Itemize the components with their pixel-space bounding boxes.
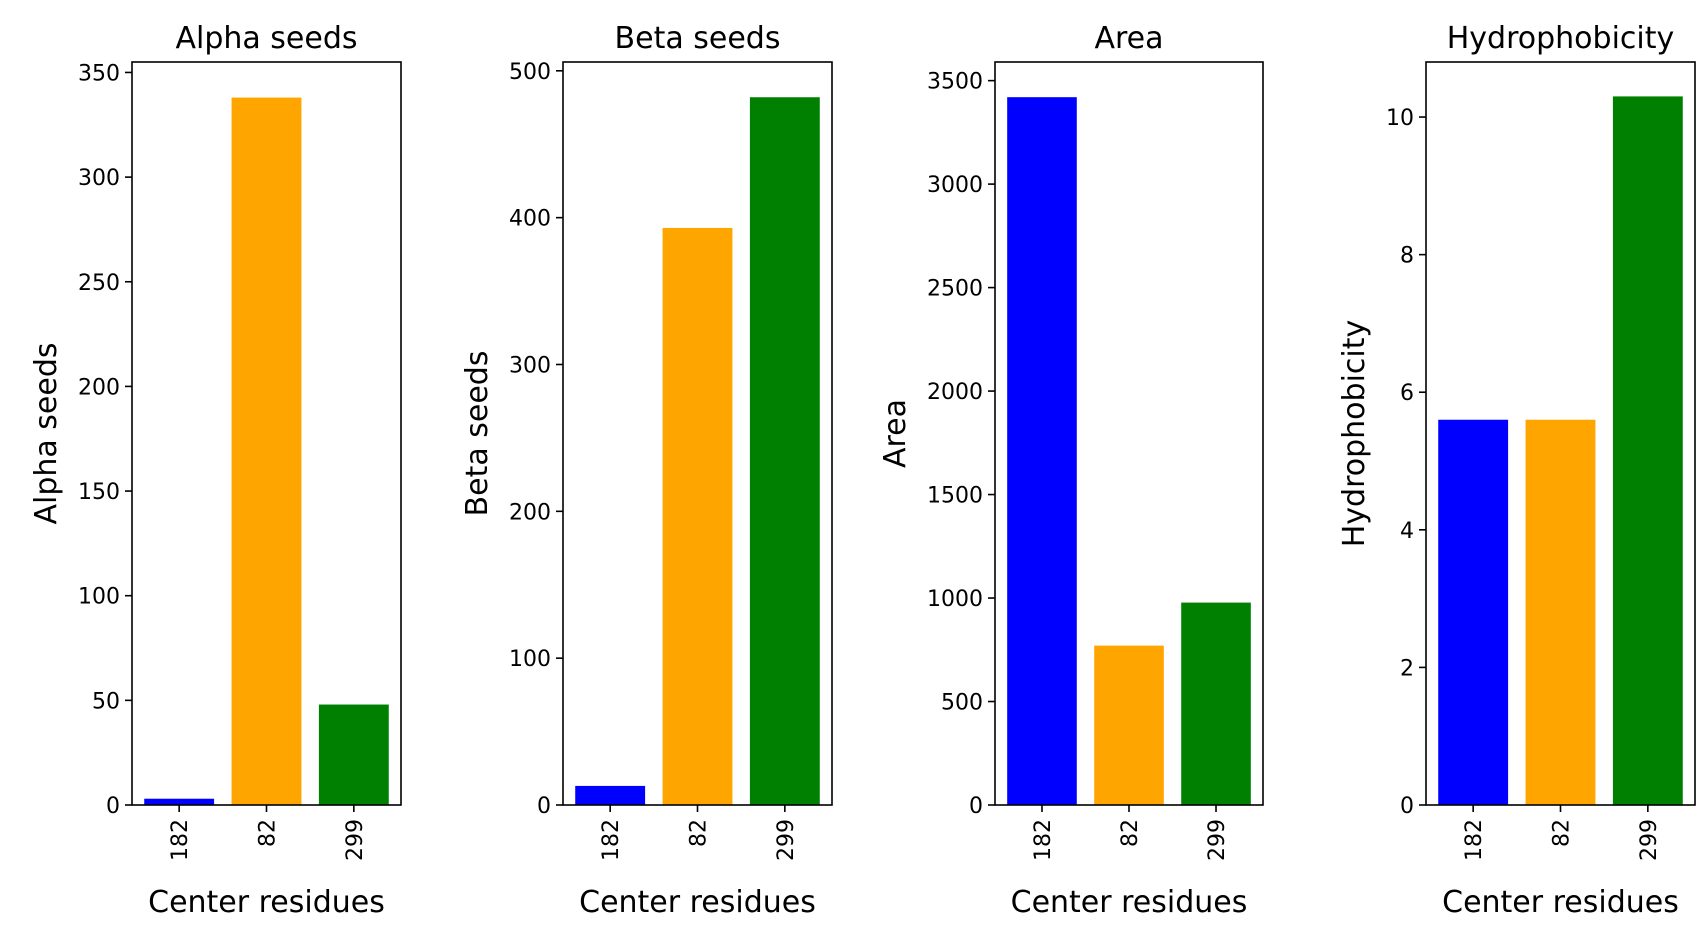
bar-182 bbox=[575, 785, 646, 805]
bar-82 bbox=[1525, 419, 1596, 805]
y-tick-label: 300 bbox=[78, 166, 120, 191]
bar-182 bbox=[144, 798, 215, 805]
y-tick-label: 4 bbox=[1400, 519, 1414, 544]
y-tick-label: 10 bbox=[1386, 106, 1414, 131]
y-tick-label: 400 bbox=[509, 207, 551, 232]
y-axis-label: Beta seeds bbox=[460, 351, 495, 517]
y-tick-label: 50 bbox=[92, 689, 120, 714]
y-tick-label: 100 bbox=[509, 647, 551, 672]
chart-title: Hydrophobicity bbox=[1447, 21, 1675, 56]
subplot-beta-seeds: 0 100 200 300 400 500 182 82 299 Beta seeds Center… bbox=[460, 21, 833, 920]
bar-82 bbox=[662, 227, 733, 805]
y-tick-label: 300 bbox=[509, 353, 551, 378]
x-tick-label: 182 bbox=[599, 819, 624, 861]
y-tick-label: 8 bbox=[1400, 244, 1414, 269]
y-axis-label: Alpha seeds bbox=[29, 342, 64, 524]
subplot-hydrophobicity: 0 2 4 6 8 10 182 82 299 Hydrophobicity Center resi… bbox=[1337, 21, 1696, 920]
y-axis-label: Hydrophobicity bbox=[1337, 320, 1372, 548]
chart-title: Area bbox=[1094, 21, 1163, 56]
y-tick-label: 250 bbox=[78, 271, 120, 296]
x-axis-label: Center residues bbox=[1442, 885, 1679, 920]
y-tick-label: 1000 bbox=[927, 587, 983, 612]
subplot-alpha-seeds: 0 50 100 150 200 250 300 350 182 82 299 Alpha seeds… bbox=[29, 21, 402, 920]
x-tick-label: 182 bbox=[168, 819, 193, 861]
y-tick-label: 0 bbox=[537, 794, 551, 819]
y-tick-label: 0 bbox=[106, 794, 120, 819]
chart-title: Beta seeds bbox=[615, 21, 781, 56]
subplot-area: 0 500 1000 1500 2000 2500 3000 3500 182 82 299 Area… bbox=[878, 21, 1264, 920]
y-tick-label: 2 bbox=[1400, 656, 1414, 681]
y-tick-label: 0 bbox=[1400, 794, 1414, 819]
y-tick-label: 350 bbox=[78, 61, 120, 86]
bar-299 bbox=[1612, 96, 1683, 805]
y-axis-label: Area bbox=[878, 399, 913, 468]
x-tick-label: 82 bbox=[1118, 819, 1143, 847]
x-tick-label: 299 bbox=[1637, 819, 1662, 861]
y-tick-label: 6 bbox=[1400, 381, 1414, 406]
x-axis-label: Center residues bbox=[1011, 885, 1248, 920]
y-tick-label: 150 bbox=[78, 480, 120, 505]
y-tick-label: 200 bbox=[509, 500, 551, 525]
x-tick-label: 299 bbox=[774, 819, 799, 861]
bar-299 bbox=[318, 704, 389, 805]
chart-title: Alpha seeds bbox=[175, 21, 357, 56]
x-axis-label: Center residues bbox=[148, 885, 385, 920]
bar-182 bbox=[1438, 419, 1509, 805]
x-tick-label: 182 bbox=[1462, 819, 1487, 861]
y-tick-label: 500 bbox=[941, 691, 983, 716]
bar-82 bbox=[231, 97, 302, 805]
bar-182 bbox=[1007, 97, 1077, 806]
y-tick-label: 1500 bbox=[927, 484, 983, 509]
y-tick-label: 100 bbox=[78, 585, 120, 610]
y-tick-label: 2000 bbox=[927, 380, 983, 405]
bar-82 bbox=[1094, 645, 1164, 805]
x-tick-label: 82 bbox=[256, 819, 281, 847]
y-tick-label: 3500 bbox=[927, 70, 983, 95]
x-tick-label: 299 bbox=[1205, 819, 1230, 861]
y-tick-label: 200 bbox=[78, 375, 120, 400]
bar-299 bbox=[749, 97, 820, 806]
x-tick-label: 82 bbox=[1550, 819, 1575, 847]
x-tick-label: 82 bbox=[687, 819, 712, 847]
x-tick-label: 182 bbox=[1031, 819, 1056, 861]
y-tick-label: 0 bbox=[969, 794, 983, 819]
x-axis-label: Center residues bbox=[579, 885, 816, 920]
bar-299 bbox=[1181, 602, 1251, 805]
y-tick-label: 2500 bbox=[927, 277, 983, 302]
y-tick-label: 3000 bbox=[927, 173, 983, 198]
x-tick-label: 299 bbox=[343, 819, 368, 861]
y-tick-label: 500 bbox=[509, 60, 551, 85]
